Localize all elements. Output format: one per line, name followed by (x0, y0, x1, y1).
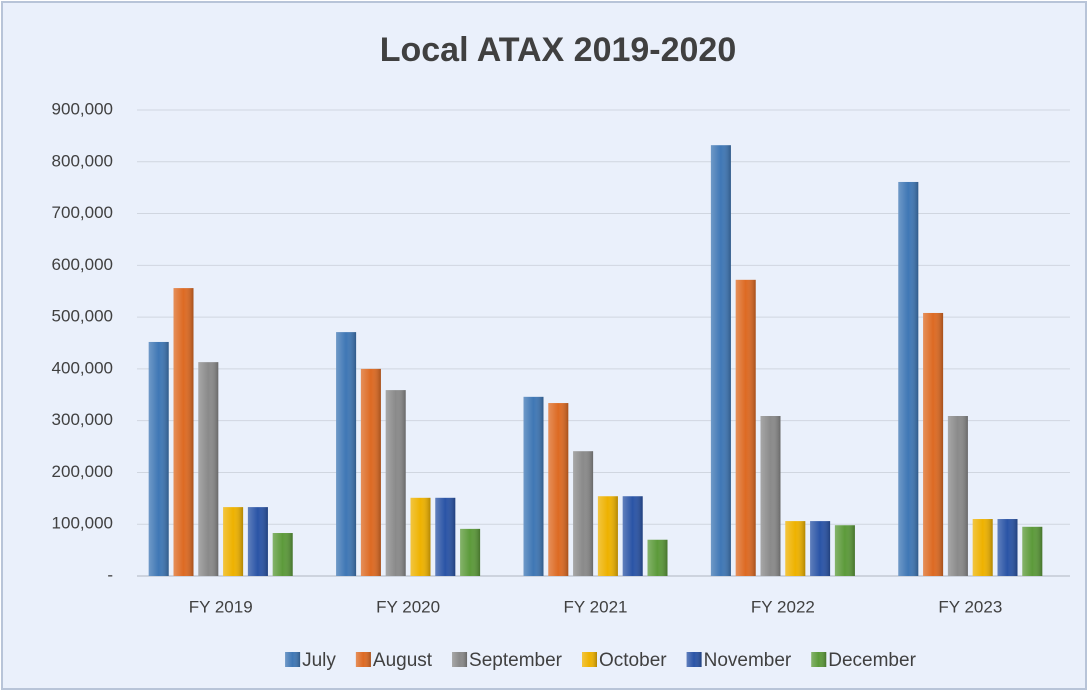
legend-label: August (373, 650, 433, 671)
y-tick-label: 300,000 (52, 410, 113, 429)
bar-shade (385, 390, 406, 576)
legend-swatch-shade (686, 652, 702, 667)
legend-label: December (828, 650, 916, 671)
bar-shade (997, 519, 1018, 576)
legend-swatch-shade (582, 652, 597, 667)
bar-shade (735, 279, 756, 576)
bar-shade (435, 497, 456, 576)
legend-swatch-shade (355, 652, 371, 667)
y-tick-label: 500,000 (52, 307, 113, 326)
bar-shade (173, 288, 194, 576)
y-tick-label: 200,000 (52, 462, 113, 481)
bar-shade (410, 497, 431, 576)
y-tick-label: 100,000 (52, 514, 113, 533)
bar-shade (597, 496, 618, 576)
legend-swatch-shade (811, 652, 827, 667)
chart-title: Local ATAX 2019-2020 (380, 31, 737, 69)
bar-shade (810, 521, 831, 576)
bar-shade (834, 525, 855, 576)
bar-shade (622, 496, 643, 576)
bar-shade (198, 362, 219, 576)
y-tick-label: 700,000 (52, 203, 113, 222)
x-tick-label: FY 2021 (564, 597, 628, 616)
bar-shade (573, 451, 594, 576)
legend-label: November (704, 650, 792, 671)
bar-shade (1022, 526, 1043, 576)
legend: July August September October November Decemb… (285, 650, 917, 671)
bar-shade (972, 519, 993, 576)
bar-shade (647, 539, 668, 576)
bar-shade (760, 416, 781, 576)
bar-shade (460, 528, 481, 576)
legend-swatch-shade (452, 652, 468, 667)
y-tick-label: 800,000 (52, 151, 113, 170)
bar-shade (923, 312, 944, 576)
x-tick-label: FY 2020 (376, 597, 440, 616)
bar-shade (148, 341, 169, 576)
x-tick-label: FY 2023 (938, 597, 1002, 616)
legend-label: October (599, 650, 667, 671)
bar-shade (247, 507, 268, 576)
y-tick-label: 600,000 (52, 255, 113, 274)
y-tick-label: 400,000 (52, 358, 113, 377)
y-tick-label: - (107, 565, 113, 584)
bar-shade (523, 396, 544, 576)
legend-swatch-shade (285, 652, 301, 667)
x-tick-label: FY 2022 (751, 597, 815, 616)
y-tick-label: 900,000 (52, 99, 113, 118)
bar-shade (272, 533, 293, 576)
x-tick-label: FY 2019 (189, 597, 253, 616)
legend-label: July (302, 650, 336, 671)
bar-shade (898, 181, 919, 576)
bar-shade (548, 403, 569, 576)
bar-shade (947, 416, 968, 576)
bar-shade (336, 332, 357, 576)
legend-label: September (469, 650, 563, 671)
bar-shade (785, 521, 806, 576)
bar-shade (710, 145, 731, 576)
bar-shade (360, 368, 381, 576)
bar-shade (223, 507, 244, 576)
